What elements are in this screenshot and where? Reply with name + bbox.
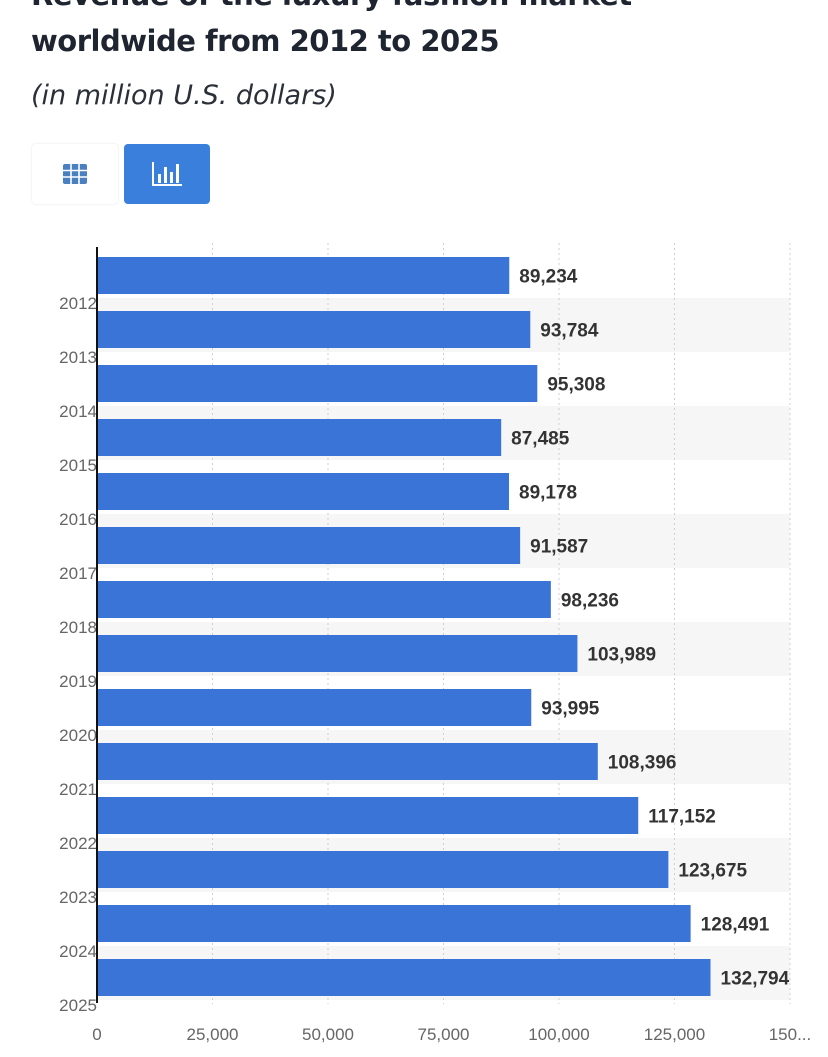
table-icon bbox=[63, 164, 87, 184]
bar-2023 bbox=[97, 851, 669, 888]
bar-2025 bbox=[97, 959, 711, 996]
bar-chart: 89,234 2012 93,784 2013 95,308 2014 87,485 2015… bbox=[59, 243, 812, 1044]
x-tick-label: 125,000 bbox=[644, 1025, 705, 1044]
y-tick-label-2015: 2015 bbox=[59, 456, 97, 475]
data-label-2020: 93,995 bbox=[541, 699, 600, 720]
y-tick-label-2017: 2017 bbox=[59, 564, 97, 583]
data-label-2013: 93,784 bbox=[540, 321, 599, 342]
bar-2021 bbox=[97, 743, 598, 780]
data-label-2016: 89,178 bbox=[519, 483, 577, 504]
x-tick-label: 0 bbox=[92, 1025, 101, 1044]
y-tick-label-2012: 2012 bbox=[59, 294, 97, 313]
data-label-2022: 117,152 bbox=[648, 807, 716, 828]
chart-subtitle: (in million U.S. dollars) bbox=[31, 80, 337, 111]
y-tick-label-2018: 2018 bbox=[59, 618, 97, 637]
bar-2012 bbox=[97, 257, 510, 294]
bar-2015 bbox=[97, 419, 502, 456]
x-tick-label: 100,000 bbox=[528, 1025, 589, 1044]
data-label-2023: 123,675 bbox=[678, 861, 747, 882]
y-tick-label-2013: 2013 bbox=[59, 348, 97, 367]
bar-2022 bbox=[97, 797, 639, 834]
y-tick-label-2022: 2022 bbox=[59, 834, 97, 853]
y-tick-label-2024: 2024 bbox=[59, 942, 97, 961]
x-tick-label: 75,000 bbox=[418, 1025, 470, 1044]
y-tick-label-2014: 2014 bbox=[59, 402, 97, 421]
data-label-2012: 89,234 bbox=[519, 267, 578, 288]
y-tick-label-2020: 2020 bbox=[59, 726, 97, 745]
chart-title: Revenue of the luxury fashion market wor… bbox=[31, 0, 632, 58]
y-tick-label-2016: 2016 bbox=[59, 510, 97, 529]
bar-2018 bbox=[97, 581, 551, 618]
y-tick-label-2019: 2019 bbox=[59, 672, 97, 691]
y-tick-label-2025: 2025 bbox=[59, 996, 97, 1015]
x-tick-label: 25,000 bbox=[187, 1025, 239, 1044]
bar-2019 bbox=[97, 635, 578, 672]
data-label-2019: 103,989 bbox=[587, 645, 656, 666]
data-label-2025: 132,794 bbox=[721, 969, 790, 990]
x-tick-label: 150... bbox=[769, 1025, 812, 1044]
x-tick-label: 50,000 bbox=[302, 1025, 354, 1044]
bar-2017 bbox=[97, 527, 521, 564]
data-label-2017: 91,587 bbox=[530, 537, 588, 558]
data-label-2024: 128,491 bbox=[701, 915, 770, 936]
bar-2024 bbox=[97, 905, 691, 942]
data-label-2014: 95,308 bbox=[547, 375, 605, 396]
y-tick-label-2023: 2023 bbox=[59, 888, 97, 907]
data-label-2018: 98,236 bbox=[561, 591, 619, 612]
bar-2016 bbox=[97, 473, 510, 510]
table-view-button[interactable] bbox=[32, 144, 118, 204]
data-label-2021: 108,396 bbox=[608, 753, 677, 774]
bar-2014 bbox=[97, 365, 538, 402]
bar-2013 bbox=[97, 311, 531, 348]
bar-2020 bbox=[97, 689, 532, 726]
y-tick-label-2021: 2021 bbox=[59, 780, 97, 799]
data-label-2015: 87,485 bbox=[511, 429, 570, 450]
chart-view-button[interactable] bbox=[124, 144, 210, 204]
bar-chart-icon bbox=[152, 162, 182, 186]
